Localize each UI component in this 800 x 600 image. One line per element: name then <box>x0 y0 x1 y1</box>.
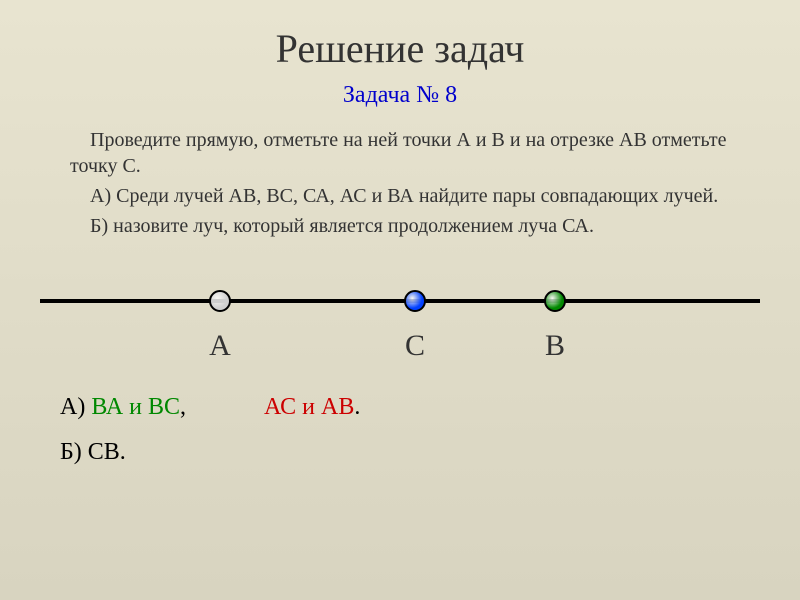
number-line-diagram: АСВ <box>0 274 800 384</box>
point-С <box>404 290 426 312</box>
answer-a-prefix: А) <box>60 394 91 420</box>
point-В <box>544 290 566 312</box>
answer-b-suffix: . <box>120 439 126 465</box>
answer-a-pair2: АС и АВ <box>264 394 354 420</box>
answers-section: А) ВА и ВС, АС и АВ. Б) СВ. <box>60 394 740 466</box>
page-title: Решение задач <box>0 0 800 72</box>
answer-b: Б) СВ. <box>60 439 740 466</box>
answer-b-prefix: Б) <box>60 439 88 465</box>
answer-a: А) ВА и ВС, АС и АВ. <box>60 394 740 421</box>
answer-a-pair1: ВА и ВС <box>91 394 180 420</box>
point-label-В: В <box>545 329 565 363</box>
problem-line-1: Проведите прямую, отметьте на ней точки … <box>70 127 740 179</box>
problem-line-3: Б) назовите луч, который является продол… <box>70 213 740 239</box>
problem-statement: Проведите прямую, отметьте на ней точки … <box>70 127 740 239</box>
point-label-А: А <box>209 329 231 363</box>
problem-number: Задача № 8 <box>0 82 800 109</box>
main-line <box>40 299 760 303</box>
answer-a-sep: , <box>180 394 264 420</box>
answer-b-value: СВ <box>88 439 120 465</box>
point-А <box>209 290 231 312</box>
problem-line-2: А) Среди лучей АВ, ВС, СА, АС и ВА найди… <box>70 183 740 209</box>
point-label-С: С <box>405 329 425 363</box>
answer-a-suffix: . <box>354 394 360 420</box>
